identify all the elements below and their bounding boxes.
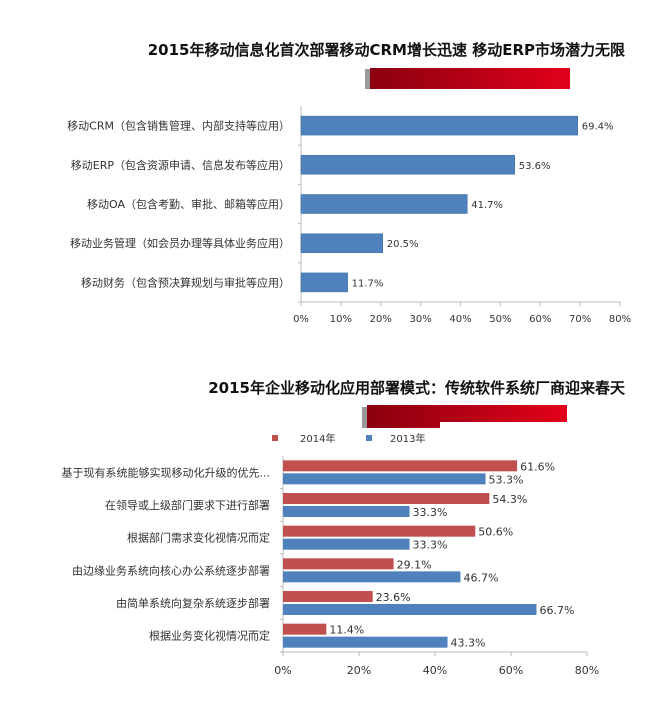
chart2-bar-2014 xyxy=(283,525,476,537)
chart2-value-label: 33.3% xyxy=(413,506,448,519)
chart2-bar-2014 xyxy=(283,493,490,504)
chart1-x-tick-label: 0% xyxy=(293,314,309,325)
chart2-value-label: 46.7% xyxy=(463,571,498,584)
chart2-category-label: 根据业务变化视情况而定 xyxy=(149,629,270,643)
chart2-x-tick-label: 80% xyxy=(575,664,599,677)
chart1-bar xyxy=(300,272,348,293)
chart1-category-label: 移动ERP（包含资源申请、信息发布等应用） xyxy=(71,158,290,172)
chart2-value-label: 54.3% xyxy=(492,493,527,506)
chart2-category-label: 由边缘业务系统向核心办公系统逐步部署 xyxy=(72,563,270,577)
chart1-title-decoration xyxy=(365,68,570,89)
chart1-x-tick-label: 30% xyxy=(410,314,432,325)
chart2-bar-2013 xyxy=(283,604,537,615)
chart2-bar-2014 xyxy=(283,623,327,635)
chart2-bar-2014 xyxy=(283,460,518,472)
chart2-value-label: 29.1% xyxy=(397,558,432,571)
chart2-category-label: 根据部门需求变化视情况而定 xyxy=(127,531,270,545)
chart2-value-label: 11.4% xyxy=(329,624,364,637)
chart2-x-tick-label: 40% xyxy=(423,664,447,677)
legend-label: 2014年 xyxy=(300,432,335,445)
chart1-bar xyxy=(300,194,468,214)
chart1-bar xyxy=(300,115,578,136)
legend-swatch-0 xyxy=(272,435,278,441)
chart1-category-label: 移动OA（包含考勤、审批、邮箱等应用） xyxy=(87,197,290,211)
chart2-bar-2014 xyxy=(283,558,394,570)
chart2-value-label: 43.3% xyxy=(451,637,486,650)
chart1-bar xyxy=(300,233,383,253)
chart1-bar xyxy=(300,155,515,175)
chart1-value-label: 20.5% xyxy=(387,239,419,250)
chart1-x-tick-label: 70% xyxy=(569,314,591,325)
chart2-title-decoration xyxy=(362,405,567,428)
chart2-bar-2013 xyxy=(283,636,448,648)
chart2-value-label: 61.6% xyxy=(520,460,555,473)
chart2-bar-2014 xyxy=(283,591,373,602)
chart2-category-label: 由简单系统向复杂系统逐步部署 xyxy=(116,596,270,610)
chart2-title: 2015年企业移动化应用部署模式：传统软件系统厂商迎来春天 xyxy=(208,379,626,397)
chart1-x-tick-label: 20% xyxy=(370,314,392,325)
chart1-x-tick-label: 80% xyxy=(609,314,631,325)
chart2-category-label: 在领导或上级部门要求下进行部署 xyxy=(105,498,270,512)
chart2-value-label: 66.7% xyxy=(539,604,574,617)
chart1-category-label: 移动财务（包含预决算规划与审批等应用） xyxy=(81,275,290,289)
chart1-value-label: 11.7% xyxy=(352,278,384,289)
chart2-bar-2013 xyxy=(283,538,410,550)
legend-label: 2013年 xyxy=(390,432,425,445)
chart2-bar-2013 xyxy=(283,473,486,485)
chart2-x-tick-label: 0% xyxy=(274,664,291,677)
chart2-value-label: 33.3% xyxy=(413,539,448,552)
chart1-value-label: 53.6% xyxy=(519,161,551,172)
chart1-value-label: 41.7% xyxy=(471,200,503,211)
chart2-value-label: 50.6% xyxy=(478,526,513,539)
chart2-bar-2013 xyxy=(283,506,410,517)
chart1-value-label: 69.4% xyxy=(582,122,614,133)
chart2-bar-2013 xyxy=(283,571,461,583)
chart1-x-tick-label: 10% xyxy=(330,314,352,325)
chart2-value-label: 23.6% xyxy=(376,591,411,604)
chart1-category-label: 移动CRM（包含销售管理、内部支持等应用） xyxy=(67,119,290,133)
chart1-x-tick-label: 60% xyxy=(529,314,551,325)
chart2-x-tick-label: 60% xyxy=(499,664,523,677)
chart2-x-tick-label: 20% xyxy=(347,664,371,677)
chart1-title: 2015年移动信息化首次部署移动CRM增长迅速 移动ERP市场潜力无限 xyxy=(148,41,625,59)
chart1-x-tick-label: 50% xyxy=(489,314,511,325)
chart1-x-tick-label: 40% xyxy=(449,314,471,325)
legend-swatch-1 xyxy=(366,435,372,441)
chart1-category-label: 移动业务管理（如会员办理等具体业务应用） xyxy=(70,236,290,250)
chart2-value-label: 53.3% xyxy=(489,473,524,486)
chart2-category-label: 基于现有系统能够实现移动化升级的优先... xyxy=(62,465,271,479)
